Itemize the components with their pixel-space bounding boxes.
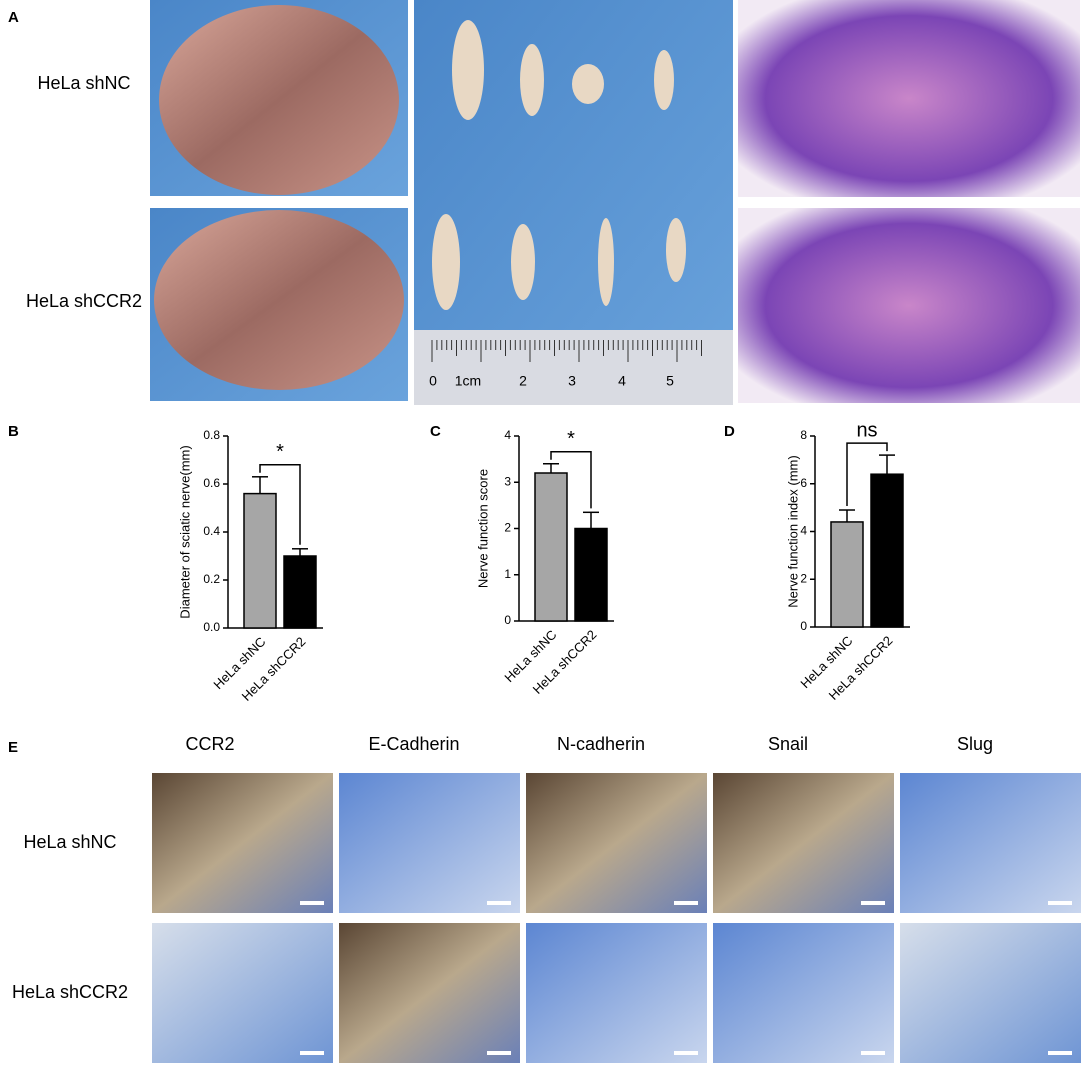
y-axis-label: Diameter of sciatic nerve(mm) (177, 445, 192, 618)
bar (830, 521, 864, 628)
photo-mouse (159, 5, 399, 195)
scale-bar (861, 1051, 885, 1055)
ihc-image (152, 773, 333, 913)
marker-label: Slug (957, 734, 993, 754)
row-label: HeLa shCCR2 (12, 982, 128, 1002)
y-tick-label: 0.0 (203, 620, 220, 634)
he-stain (738, 208, 1080, 403)
ruler-label: 1cm (455, 373, 481, 389)
photo-mouse (154, 210, 404, 390)
y-tick-label: 0.4 (203, 524, 220, 538)
scale-bar (487, 901, 511, 905)
y-tick-label: 0.2 (203, 572, 220, 586)
y-tick-label: 4 (800, 524, 807, 538)
scale-bar (1048, 1051, 1072, 1055)
ihc-image (152, 923, 333, 1063)
panel-e-images (152, 773, 1081, 1063)
ihc-image (713, 923, 894, 1063)
significance: * (567, 428, 575, 450)
ihc-image (526, 773, 707, 913)
scale-bar (674, 1051, 698, 1055)
panel-label: D (724, 423, 735, 440)
significance-bracket (846, 442, 888, 507)
bar (574, 527, 608, 622)
nerve-samples (432, 20, 686, 310)
scale-bar (487, 1051, 511, 1055)
ruler (414, 330, 733, 405)
y-tick-label: 0.8 (203, 428, 220, 442)
bar (534, 472, 568, 622)
panel-a: 0 1cm 2 3 4 5 (150, 0, 1080, 405)
ihc-image (900, 923, 1081, 1063)
ruler-label: 4 (618, 373, 626, 389)
scale-bar (861, 901, 885, 905)
he-stain (738, 0, 1080, 197)
ruler-label: 0 (429, 373, 437, 389)
bar (283, 555, 317, 629)
row-label: HeLa shCCR2 (26, 291, 142, 311)
scale-bar (300, 1051, 324, 1055)
y-axis-label: Nerve function score (475, 469, 490, 588)
ruler-labels: 0 1cm 2 3 4 5 (429, 340, 702, 389)
bar (243, 492, 277, 629)
significance-bracket (259, 464, 301, 545)
y-tick-label: 8 (800, 428, 807, 442)
marker-label: E-Cadherin (368, 734, 459, 754)
ihc-image (526, 923, 707, 1063)
y-tick-label: 0.6 (203, 476, 220, 490)
marker-label: N-cadherin (557, 734, 645, 754)
marker-label: CCR2 (185, 734, 234, 754)
panel-label: E (8, 739, 18, 756)
ruler-label: 2 (519, 373, 527, 389)
y-axis-label: Nerve function index (mm) (785, 455, 800, 607)
scale-bar (674, 901, 698, 905)
row-label: HeLa shNC (23, 832, 116, 852)
y-tick-label: 0 (800, 619, 807, 633)
y-tick-label: 0 (504, 613, 511, 627)
ihc-image (900, 773, 1081, 913)
panel-label: B (8, 423, 19, 440)
marker-label: Snail (768, 734, 808, 754)
y-tick-label: 1 (504, 567, 511, 581)
significance-bracket (550, 451, 592, 509)
y-tick-label: 3 (504, 474, 511, 488)
y-tick-label: 6 (800, 476, 807, 490)
scale-bar (300, 901, 324, 905)
significance: * (276, 441, 284, 463)
ihc-image (339, 773, 520, 913)
ihc-image (713, 773, 894, 913)
y-tick-label: 2 (504, 521, 511, 535)
significance: ns (856, 419, 877, 441)
panel-label: A (8, 9, 19, 26)
row-label: HeLa shNC (37, 73, 130, 93)
ihc-image (339, 923, 520, 1063)
scale-bar (1048, 901, 1072, 905)
ruler-label: 5 (666, 373, 674, 389)
y-tick-label: 4 (504, 428, 511, 442)
panel-label: C (430, 423, 441, 440)
bar (870, 473, 904, 628)
y-tick-label: 2 (800, 571, 807, 585)
ruler-label: 3 (568, 373, 576, 389)
